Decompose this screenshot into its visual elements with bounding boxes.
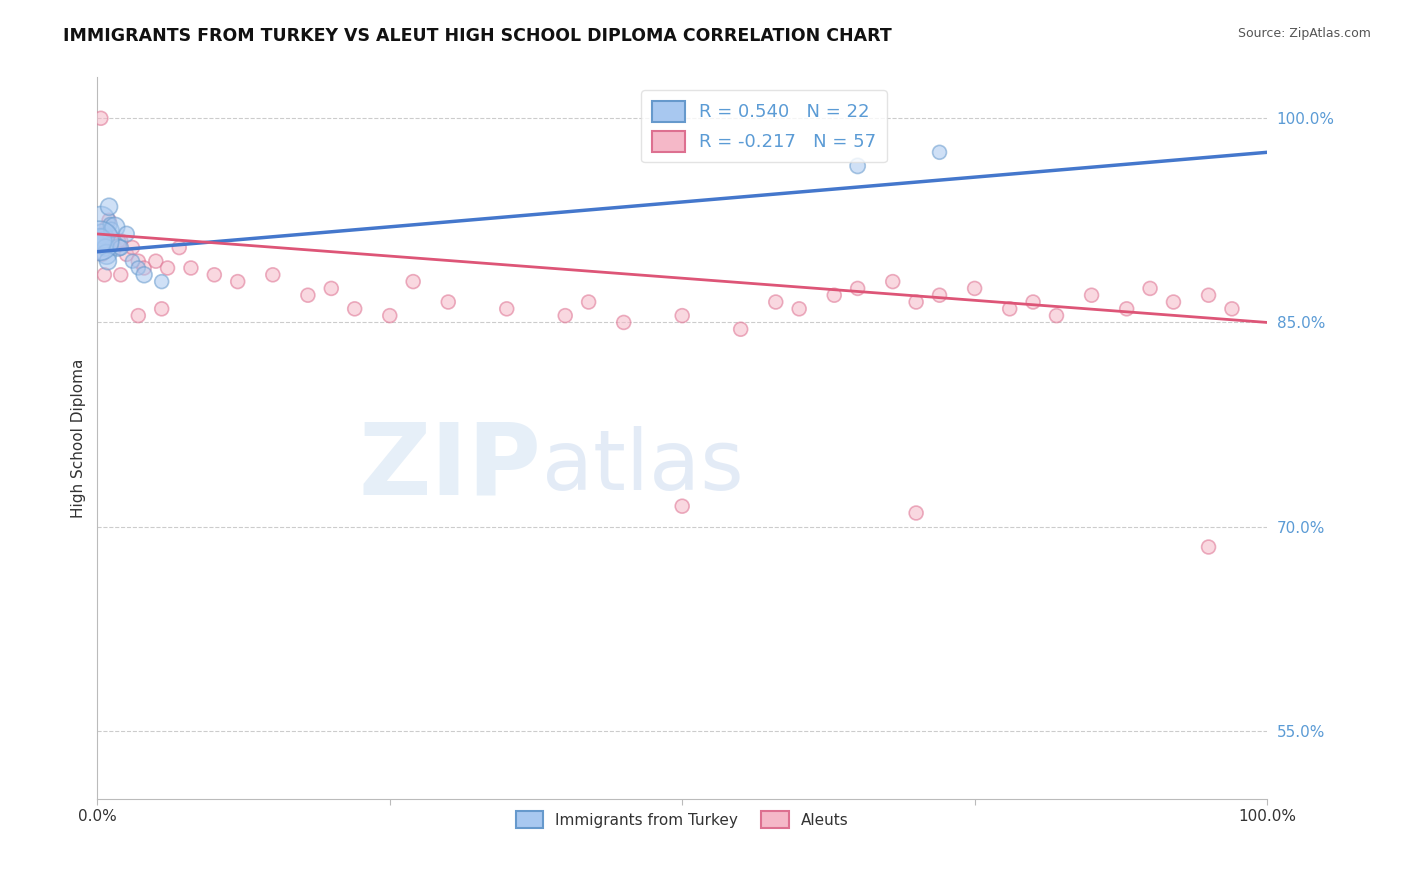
Point <box>115 247 138 261</box>
Point <box>110 234 132 248</box>
Point <box>104 241 127 255</box>
Point <box>110 241 132 255</box>
Point <box>121 254 143 268</box>
Text: ZIP: ZIP <box>359 418 541 516</box>
Point <box>91 234 114 248</box>
Point <box>93 268 115 282</box>
Point <box>90 213 112 227</box>
Point <box>180 260 202 275</box>
Point <box>297 288 319 302</box>
Point <box>437 295 460 310</box>
Point <box>226 275 249 289</box>
Point <box>134 268 156 282</box>
Point <box>613 315 636 329</box>
Point <box>98 218 121 232</box>
Point <box>98 200 121 214</box>
Point <box>671 309 693 323</box>
Point <box>578 295 600 310</box>
Point <box>1220 301 1243 316</box>
Point <box>554 309 576 323</box>
Point <box>730 322 752 336</box>
Point <box>156 260 179 275</box>
Point <box>87 234 110 248</box>
Point <box>402 275 425 289</box>
Point <box>100 234 122 248</box>
Point <box>787 301 810 316</box>
Point <box>100 223 122 237</box>
Point <box>321 281 343 295</box>
Point <box>928 145 950 160</box>
Point <box>91 247 114 261</box>
Point <box>765 295 787 310</box>
Point <box>107 234 129 248</box>
Point <box>343 301 366 316</box>
Point <box>97 254 120 268</box>
Y-axis label: High School Diploma: High School Diploma <box>72 359 86 518</box>
Point <box>846 159 869 173</box>
Point <box>93 231 115 245</box>
Point <box>671 499 693 513</box>
Point <box>167 241 190 255</box>
Point <box>91 227 114 241</box>
Point <box>1198 288 1220 302</box>
Point <box>96 220 118 235</box>
Point <box>90 112 112 126</box>
Point <box>150 275 173 289</box>
Point <box>127 309 149 323</box>
Point <box>928 288 950 302</box>
Point <box>110 268 132 282</box>
Point <box>150 301 173 316</box>
Point <box>846 281 869 295</box>
Point <box>1022 295 1045 310</box>
Point <box>104 220 127 235</box>
Point <box>378 309 401 323</box>
Point <box>823 288 845 302</box>
Point <box>127 260 149 275</box>
Point <box>1139 281 1161 295</box>
Point <box>262 268 284 282</box>
Point <box>495 301 517 316</box>
Point <box>1163 295 1185 310</box>
Point <box>107 241 129 255</box>
Point <box>202 268 225 282</box>
Point <box>905 295 928 310</box>
Point <box>963 281 986 295</box>
Point <box>98 227 121 241</box>
Text: IMMIGRANTS FROM TURKEY VS ALEUT HIGH SCHOOL DIPLOMA CORRELATION CHART: IMMIGRANTS FROM TURKEY VS ALEUT HIGH SCH… <box>63 27 891 45</box>
Point <box>121 241 143 255</box>
Legend: Immigrants from Turkey, Aleuts: Immigrants from Turkey, Aleuts <box>509 805 855 835</box>
Point <box>1198 540 1220 554</box>
Point <box>98 213 121 227</box>
Text: Source: ZipAtlas.com: Source: ZipAtlas.com <box>1237 27 1371 40</box>
Point <box>89 234 111 248</box>
Point <box>127 254 149 268</box>
Point <box>91 227 114 241</box>
Point <box>882 275 904 289</box>
Point <box>115 227 138 241</box>
Point <box>905 506 928 520</box>
Point <box>134 260 156 275</box>
Point <box>145 254 167 268</box>
Point <box>998 301 1021 316</box>
Point <box>1080 288 1102 302</box>
Point <box>1045 309 1067 323</box>
Point <box>1115 301 1137 316</box>
Point <box>94 241 117 255</box>
Text: atlas: atlas <box>541 426 744 508</box>
Point <box>96 247 118 261</box>
